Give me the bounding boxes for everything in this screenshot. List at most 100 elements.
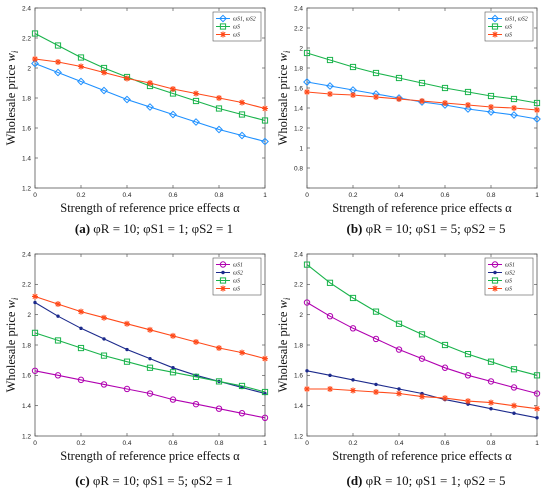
marker-star <box>55 59 61 65</box>
chart-panel: 0 0.2 0.4 0.6 0.8 11.21.41.61.822.22.4ωS1ωS2ω… <box>276 251 541 488</box>
marker-circle <box>510 384 518 391</box>
marker-square <box>238 382 246 390</box>
marker-circle <box>441 364 449 371</box>
marker-star <box>193 90 199 97</box>
legend-label: ωS2 <box>233 271 243 277</box>
marker-square <box>215 105 223 112</box>
marker-circle <box>533 390 541 397</box>
marker-diamond <box>192 118 200 126</box>
marker-circle <box>372 335 380 343</box>
marker-dot <box>351 378 355 382</box>
marker-square <box>261 117 269 124</box>
x-tick-label: 0.8 <box>214 192 223 199</box>
y-tick-label: 1.8 <box>294 342 303 349</box>
marker-diamond <box>123 95 131 104</box>
marker-star <box>193 338 199 345</box>
legend-label: ωS <box>233 279 240 285</box>
marker-circle <box>77 376 85 384</box>
series <box>32 293 268 362</box>
marker-star <box>262 105 268 112</box>
marker-square <box>491 277 499 284</box>
series <box>31 329 269 396</box>
marker-dot <box>33 300 37 305</box>
marker-circle <box>303 299 311 306</box>
series <box>303 299 541 397</box>
marker-star <box>373 94 379 100</box>
y-tick-label: 2 <box>27 65 31 72</box>
marker-circle <box>464 372 472 379</box>
y-axis-label: Wholesale price wi <box>4 297 20 392</box>
legend-label: ωS <box>233 287 240 293</box>
marker-circle <box>491 261 499 268</box>
marker-diamond <box>326 82 334 90</box>
y-tick-label: 2.2 <box>22 35 31 42</box>
legend-label: ωS <box>233 33 240 39</box>
marker-star <box>220 285 226 292</box>
marker-square <box>77 344 85 352</box>
y-tick-label: 1.2 <box>294 433 303 440</box>
marker-diamond <box>31 59 39 68</box>
x-tick-label: 0.6 <box>440 440 449 447</box>
x-axis-label: Strength of reference price effects α <box>60 201 240 215</box>
marker-square <box>238 111 246 118</box>
marker-star <box>419 393 425 400</box>
x-tick-label: 0.4 <box>394 192 403 199</box>
marker-star <box>511 402 517 409</box>
panel-caption: (c) φR = 10; φS1 = 5; φS2 = 1 <box>75 473 233 488</box>
marker-circle <box>192 400 200 408</box>
panel-caption: (a) φR = 10; φS1 = 1; φS2 = 1 <box>75 221 233 236</box>
marker-star <box>492 285 498 292</box>
marker-star <box>101 314 107 321</box>
legend-label: ωS2 <box>505 271 515 277</box>
marker-star <box>304 385 310 392</box>
marker-star <box>350 92 356 98</box>
legend-label: ωS1, ωS2 <box>233 17 256 23</box>
y-tick-label: 2.4 <box>294 5 303 12</box>
legend-label: ωS1 <box>233 263 243 269</box>
y-tick-label: 2.2 <box>294 25 303 32</box>
chart-panel: 0 0.2 0.4 0.6 0.8 1 1.2 1.4 1.6 1.8 2 2.2 2.4 ωS1, ωS… <box>4 5 269 236</box>
marker-dot <box>493 270 497 275</box>
x-tick-label: 0.6 <box>440 192 449 199</box>
x-tick-label: 0 <box>33 440 37 447</box>
y-tick-label: 1.4 <box>22 403 31 410</box>
marker-star <box>511 105 517 111</box>
marker-diamond <box>510 111 518 119</box>
marker-star <box>488 399 494 406</box>
x-tick-label: 0.2 <box>348 440 357 447</box>
marker-circle <box>123 385 131 393</box>
marker-square <box>418 331 426 338</box>
legend-label: ωS1 <box>505 263 515 269</box>
marker-star <box>419 98 425 104</box>
legend: ωS1 ωS2 ωS ωS <box>484 257 534 296</box>
series-line <box>306 264 538 376</box>
marker-star <box>534 107 540 113</box>
marker-dot <box>305 369 309 373</box>
marker-square <box>510 366 518 373</box>
marker-square <box>261 388 269 396</box>
marker-star <box>373 389 379 396</box>
marker-star <box>147 326 153 333</box>
y-tick-label: 1.6 <box>294 85 303 92</box>
marker-square <box>123 358 131 365</box>
marker-square <box>326 279 334 286</box>
marker-square <box>219 23 227 30</box>
marker-circle <box>238 410 246 417</box>
marker-dot <box>489 407 493 411</box>
marker-square <box>77 54 85 61</box>
marker-star <box>465 398 471 405</box>
marker-square <box>441 84 449 92</box>
marker-square <box>464 88 472 96</box>
y-axis-label: Wholesale price wi <box>4 50 20 145</box>
y-tick-label: 1.8 <box>22 95 31 102</box>
x-tick-label: 1 <box>535 440 539 447</box>
marker-star <box>442 100 448 106</box>
marker-star <box>488 104 494 110</box>
marker-star <box>78 308 84 315</box>
marker-dot <box>397 387 401 391</box>
x-tick-label: 1 <box>263 440 267 447</box>
x-tick-label: 0.8 <box>214 440 223 447</box>
marker-square <box>303 49 311 57</box>
legend-label: ωS1, ωS2 <box>505 17 528 23</box>
legend: ωS1, ωS2 ωS ωS <box>484 11 534 42</box>
